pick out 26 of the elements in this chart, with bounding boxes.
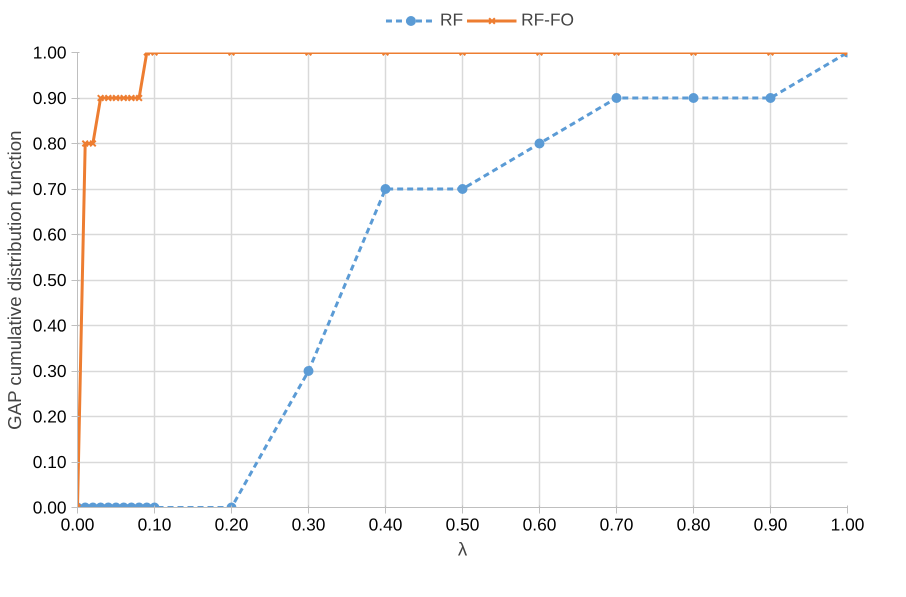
x-tick-label: 0.00 [60, 514, 94, 534]
x-tick-label: 0.60 [522, 514, 556, 534]
y-tick-label: 0.50 [32, 270, 67, 290]
y-tick-label: 0.30 [32, 361, 67, 381]
y-tick-label: 0.80 [32, 134, 67, 154]
legend-label: RF [440, 10, 464, 30]
x-tick-label: 0.10 [138, 514, 172, 534]
x-tick-label: 0.90 [754, 514, 788, 534]
y-tick-label: 0.70 [32, 179, 67, 199]
y-tick-label: 0.00 [32, 498, 67, 518]
y-tick-label: 0.40 [32, 316, 67, 336]
y-tick-label: 0.60 [32, 224, 67, 244]
y-tick-label: 1.00 [32, 42, 67, 62]
legend-label: RF-FO [521, 10, 574, 30]
x-tick-label: 0.70 [600, 514, 634, 534]
x-tick-label: 0.50 [446, 514, 480, 534]
x-tick-label: 0.30 [292, 514, 326, 534]
x-tick-label: 1.00 [830, 514, 864, 534]
x-tick-label: 0.20 [214, 514, 248, 534]
x-tick-label: 0.40 [368, 514, 402, 534]
y-axis-title: GAP cumulative distribution function [4, 130, 25, 430]
x-tick-label: 0.80 [676, 514, 710, 534]
y-tick-label: 0.90 [32, 88, 67, 108]
y-tick-label: 0.10 [32, 452, 67, 472]
y-tick-label: 0.20 [32, 406, 67, 426]
x-axis-title: λ [458, 538, 468, 560]
